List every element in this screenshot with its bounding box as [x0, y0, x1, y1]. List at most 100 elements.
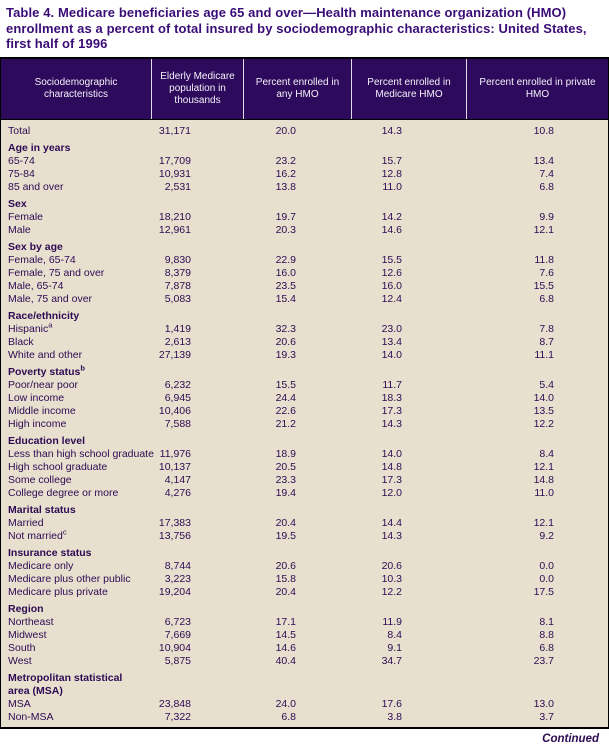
cell-value: 13.4 — [381, 335, 402, 348]
cell-value: 7,878 — [164, 279, 191, 292]
cell-value: 7.8 — [539, 322, 554, 335]
table-section: Insurance status Medicare only 8,744 20.6 20… — [1, 543, 608, 599]
table-row: Black 2,613 20.6 13.4 8.7 — [1, 336, 608, 349]
cell-value: 10,406 — [158, 404, 191, 417]
cell-value: 9.9 — [539, 210, 554, 223]
cell-value: 13.4 — [533, 154, 554, 167]
cell-value: 6.8 — [281, 710, 296, 723]
cell-value: 6.8 — [539, 292, 554, 305]
table-row: Married 17,383 20.4 14.4 12.1 — [1, 517, 608, 530]
cell-value: 3,223 — [164, 572, 191, 585]
row-label: Hispanica — [8, 320, 53, 335]
table-title: Table 4. Medicare beneficiaries age 65 a… — [6, 5, 587, 51]
cell-value: 15.7 — [381, 154, 402, 167]
row-label: 65-74 — [8, 154, 35, 167]
cell-value: 8,744 — [164, 559, 191, 572]
footnote-marker: b — [80, 363, 85, 372]
cell-value: 5,083 — [164, 292, 191, 305]
cell-value: 27,139 — [158, 348, 191, 361]
row-label: Non-MSA — [8, 710, 54, 723]
cell-value: 40.4 — [275, 654, 296, 667]
cell-value: 17,709 — [158, 154, 191, 167]
footnote-marker: a — [48, 320, 53, 329]
table-row: Low income 6,945 24.4 18.3 14.0 — [1, 392, 608, 405]
table-section: Age in years 65-74 17,709 23.2 15.7 13.4 75-84… — [1, 138, 608, 194]
cell-value: 10,904 — [158, 641, 191, 654]
cell-value: 14.6 — [275, 641, 296, 654]
table-row: White and other 27,139 19.3 14.0 11.1 — [1, 349, 608, 362]
row-label: White and other — [8, 348, 83, 361]
cell-value: 11.0 — [534, 486, 554, 499]
cell-value: 15.5 — [381, 253, 402, 266]
footnote-marker: c — [62, 527, 67, 536]
cell-value: 23.7 — [533, 654, 554, 667]
cell-value: 14.3 — [381, 417, 402, 430]
cell-value: 13,756 — [158, 529, 191, 542]
table-row: South 10,904 14.6 9.1 6.8 — [1, 642, 608, 655]
section-header: Poverty statusb — [8, 363, 85, 378]
cell-value: 12.2 — [533, 417, 554, 430]
cell-value: 16.0 — [275, 266, 296, 279]
cell-value: 17.1 — [275, 615, 296, 628]
row-label: Married — [8, 516, 44, 529]
cell-value: 7.6 — [539, 266, 554, 279]
table-row: 75-84 10,931 16.2 12.8 7.4 — [1, 168, 608, 181]
cell-value: 20.4 — [275, 585, 296, 598]
section-header: Sex by age — [8, 240, 63, 253]
cell-value: 6,232 — [164, 378, 191, 391]
row-label: Low income — [8, 391, 65, 404]
cell-value: 22.6 — [275, 404, 296, 417]
cell-value: 17.3 — [381, 404, 402, 417]
section-header: Sex — [8, 197, 27, 210]
cell-value: 14.0 — [381, 447, 402, 460]
table-section: Metropolitan statistical area (MSA) MSA 23… — [1, 668, 608, 724]
cell-value: 14.3 — [381, 124, 402, 137]
cell-value: 24.4 — [275, 391, 296, 404]
cell-value: 17.5 — [533, 585, 554, 598]
table-row: Female 18,210 19.7 14.2 9.9 — [1, 211, 608, 224]
cell-value: 15.5 — [533, 279, 554, 292]
cell-value: 12,961 — [158, 223, 191, 236]
row-label: High income — [8, 417, 67, 430]
row-label: Medicare plus private — [8, 585, 108, 598]
column-header-population: Elderly Medicare population in thousands — [151, 58, 243, 119]
cell-value: 19.3 — [275, 348, 296, 361]
table-row: Medicare plus other public 3,223 15.8 10.3 0… — [1, 573, 608, 586]
row-label: MSA — [8, 697, 31, 710]
cell-value: 14.2 — [381, 210, 402, 223]
cell-value: 11.7 — [382, 378, 402, 391]
table-row: 85 and over 2,531 13.8 11.0 6.8 — [1, 181, 608, 194]
column-header-medicare-hmo: Percent enrolled in Medicare HMO — [351, 58, 466, 119]
section-header: Education level — [8, 434, 86, 447]
cell-value: 3.8 — [387, 710, 402, 723]
cell-value: 17.6 — [381, 697, 402, 710]
cell-value: 9,830 — [164, 253, 191, 266]
cell-value: 12.1 — [533, 223, 554, 236]
cell-value: 32.3 — [275, 322, 296, 335]
cell-value: 34.7 — [381, 654, 402, 667]
table-row: Not marriedc 13,756 19.5 14.3 9.2 — [1, 527, 608, 543]
table-row: West 5,875 40.4 34.7 23.7 — [1, 655, 608, 668]
cell-value: 13.8 — [275, 180, 296, 193]
cell-value: 10.8 — [533, 124, 554, 137]
cell-value: 4,276 — [164, 486, 191, 499]
row-label: Poor/near poor — [8, 378, 79, 391]
table-row: Female, 65-74 9,830 22.9 15.5 11.8 — [1, 254, 608, 267]
cell-value: 20.0 — [275, 124, 296, 137]
cell-value: 20.3 — [275, 223, 296, 236]
table-section: Race/ethnicity Hispanica 1,419 32.3 23.0 7.8 B… — [1, 306, 608, 362]
row-label: Male — [8, 223, 31, 236]
cell-value: 19.7 — [275, 210, 296, 223]
row-label: Female — [8, 210, 44, 223]
cell-value: 13.0 — [533, 697, 554, 710]
cell-value: 9.2 — [539, 529, 554, 542]
section-header: Marital status — [8, 503, 76, 516]
cell-value: 20.4 — [275, 516, 296, 529]
cell-value: 14.8 — [381, 460, 402, 473]
cell-value: 8.4 — [539, 447, 554, 460]
cell-value: 8.4 — [387, 628, 402, 641]
cell-value: 10.3 — [381, 572, 402, 585]
cell-value: 23.0 — [381, 322, 402, 335]
cell-value: 21.2 — [275, 417, 296, 430]
